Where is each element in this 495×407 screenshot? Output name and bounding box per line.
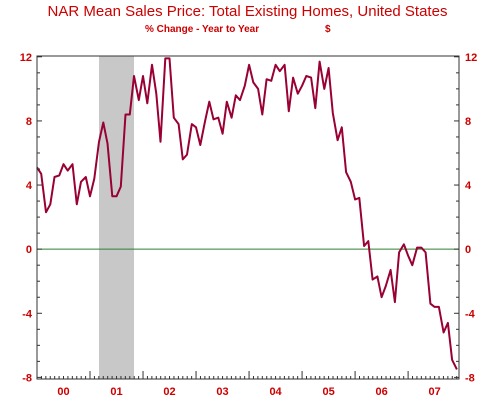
chart-subtitle: % Change - Year to Year — [145, 24, 260, 35]
x-tick-label: 01 — [110, 386, 122, 398]
y-tick-label-right: 12 — [465, 52, 477, 64]
y-tick-label-left: 4 — [26, 180, 33, 192]
y-tick-label-left: -8 — [22, 372, 32, 384]
y-tick-label-left: 8 — [26, 116, 32, 128]
x-tick-label: 02 — [163, 386, 175, 398]
chart-unit-label: $ — [325, 24, 331, 35]
series-layer — [36, 57, 458, 370]
x-tick-label: 06 — [375, 386, 387, 398]
series-line-0 — [36, 57, 458, 370]
recession-shading-layer — [99, 56, 135, 379]
chart-title: NAR Mean Sales Price: Total Existing Hom… — [47, 3, 448, 20]
y-tick-label-right: 0 — [465, 244, 471, 256]
y-tick-label-left: 0 — [26, 244, 32, 256]
y-tick-label-left: 12 — [20, 52, 32, 64]
x-tick-label: 03 — [216, 386, 228, 398]
x-tick-label: 07 — [428, 386, 440, 398]
y-tick-label-right: 8 — [465, 116, 471, 128]
y-tick-label-right: 4 — [465, 180, 472, 192]
y-tick-label-right: -4 — [465, 308, 476, 320]
x-tick-label: 04 — [269, 386, 282, 398]
axis-layer: 12 128 84 40 0-4 -4-8 -800 01 02 03 04 05 06 07 — [20, 52, 478, 398]
x-tick-label: 05 — [322, 386, 334, 398]
y-tick-label-left: -4 — [22, 308, 33, 320]
recession-band — [99, 56, 135, 379]
y-tick-label-right: -8 — [465, 372, 475, 384]
x-tick-label: 00 — [57, 386, 69, 398]
